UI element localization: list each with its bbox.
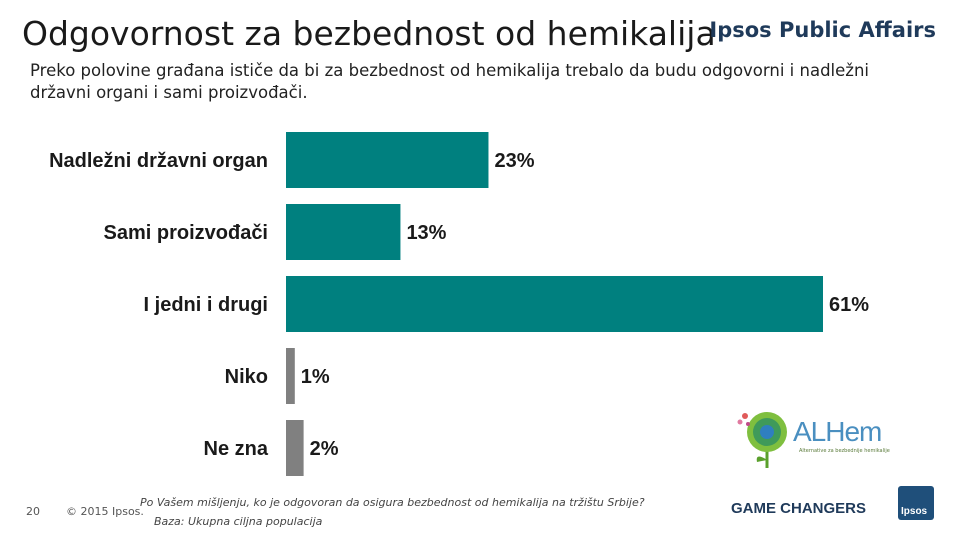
value-label-2: 61%: [829, 294, 869, 316]
value-label-4: 2%: [310, 438, 339, 460]
survey-question: Po Vašem mišljenju, ko je odgovoran da o…: [140, 496, 645, 509]
ipsos-logo: Ipsos: [898, 486, 934, 520]
bar-4: [286, 420, 304, 476]
page-number: 20: [26, 505, 40, 518]
category-label-1: Sami proizvođači: [104, 222, 269, 244]
alhem-tagline: Alternative za bezbednije hemikalije: [799, 448, 890, 454]
survey-base: Baza: Ukupna ciljna populacija: [154, 515, 323, 528]
subtitle: Preko polovine građana ističe da bi za b…: [30, 61, 869, 102]
bar-0: [286, 132, 489, 188]
page-title: Odgovornost za bezbednost od hemikalija: [22, 14, 716, 53]
bar-2: [286, 276, 823, 332]
alhem-logo: ALHem Alternative za bezbednije hemikali…: [735, 402, 895, 472]
category-label-3: Niko: [225, 366, 268, 388]
value-label-3: 1%: [301, 366, 330, 388]
value-label-1: 13%: [406, 222, 446, 244]
alhem-name: ALHem: [793, 416, 882, 447]
brand-logo: Ipsos Public Affairs: [709, 18, 936, 42]
value-label-0: 23%: [494, 150, 534, 172]
ipsos-logo-text: Ipsos: [901, 506, 928, 517]
category-label-2: I jedni i drugi: [144, 294, 268, 316]
category-label-4: Ne zna: [204, 438, 269, 460]
game-changers-logo: GAME CHANGERS: [731, 500, 867, 517]
category-label-0: Nadležni državni organ: [49, 150, 268, 172]
copyright: © 2015 Ipsos.: [66, 505, 144, 518]
bar-3: [286, 348, 295, 404]
bar-chart: Nadležni državni organ 23% Sami proizvođač…: [49, 132, 869, 476]
flower-icon: [737, 412, 787, 468]
bar-1: [286, 204, 401, 260]
